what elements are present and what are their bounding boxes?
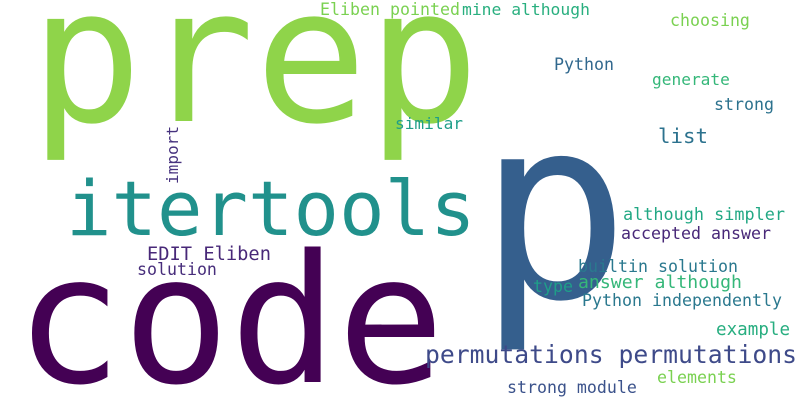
word-choosing: choosing [670,11,750,30]
word-code: code [15,217,445,400]
word-import: import [163,125,182,184]
word-python: Python [554,55,614,74]
word-solution: solution [137,260,217,279]
word-strong: strong [714,95,774,114]
word-elements: elements [657,368,737,387]
word-type: type [533,277,573,296]
word-accepted-answer: accepted answer [621,224,771,243]
word-builtin-solution: builtin solution [578,257,738,276]
word-p: p [478,64,630,357]
word-itertools: itertools [66,165,476,253]
word-generate: generate [652,70,730,89]
word-list: list [658,124,708,148]
word-prep: prep [30,0,480,166]
word-similar: similar [395,114,464,133]
word-example: example [716,320,791,340]
word-edit-eliben: EDIT Eliben [147,244,271,265]
word-mine-although: mine although [462,0,590,19]
word-permutations-permutations: permutations permutations [425,340,798,369]
word-although-simpler: although simpler [623,204,785,224]
word-strong-module: strong module [507,378,637,397]
word-eliben-pointed: Eliben pointed [320,0,460,19]
word-answer-although: answer although [578,272,742,293]
word-python-independently: Python independently [582,291,782,310]
